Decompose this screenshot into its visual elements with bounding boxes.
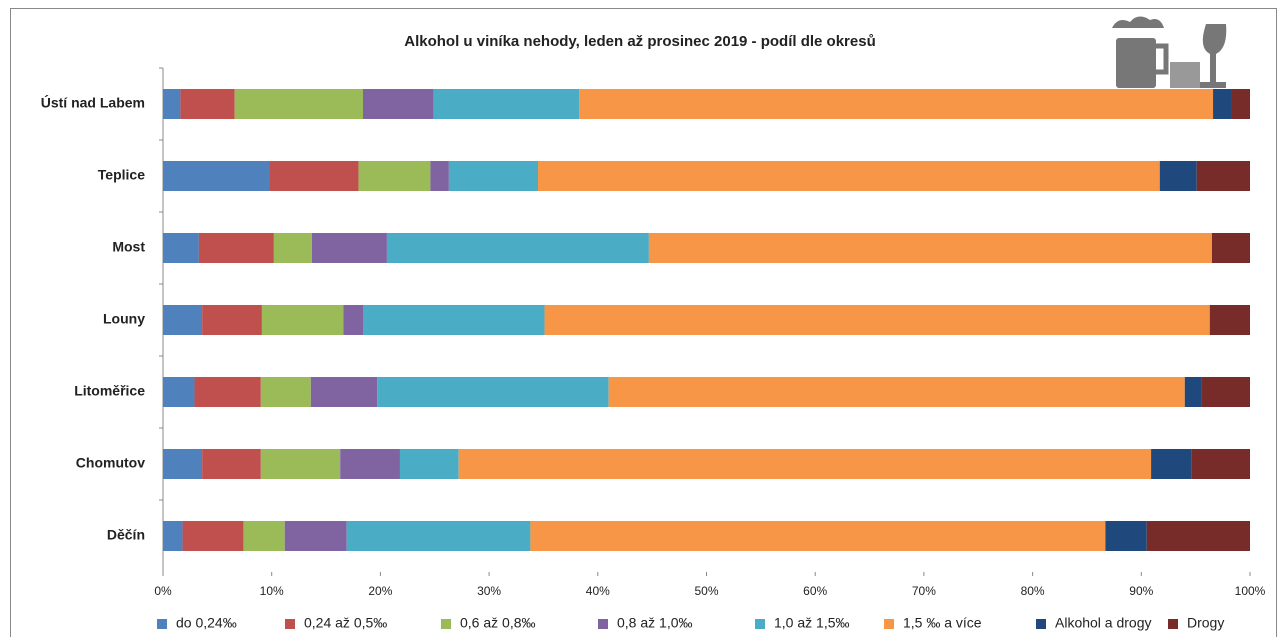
bar-segment (544, 305, 1210, 335)
x-tick-label: 80% (1021, 584, 1045, 598)
bar-segment (433, 89, 580, 119)
legend-swatch (1036, 619, 1046, 629)
bar-segment (202, 449, 261, 479)
y-tick-label: Teplice (98, 167, 145, 183)
x-tick-label: 50% (694, 584, 718, 598)
y-tick-label: Louny (103, 311, 145, 327)
y-tick-label: Chomutov (76, 455, 145, 471)
y-tick-label: Litoměřice (74, 383, 145, 399)
bar-segment (1196, 161, 1250, 191)
bar-segment (163, 305, 203, 335)
x-tick-label: 10% (260, 584, 284, 598)
x-tick-label: 40% (586, 584, 610, 598)
bar-segment (608, 377, 1185, 407)
legend-swatch (598, 619, 608, 629)
bar-segment (363, 305, 545, 335)
bar-segment (1159, 161, 1197, 191)
bar-segment (358, 161, 431, 191)
legend-swatch (285, 619, 295, 629)
bar-segment (234, 89, 364, 119)
legend-swatch (1168, 619, 1178, 629)
bar-segment (1209, 305, 1250, 335)
bar-segment (182, 521, 244, 551)
legend-swatch (441, 619, 451, 629)
bar-segment (163, 161, 270, 191)
bar-segment (1146, 521, 1250, 551)
bar-segment (198, 233, 274, 263)
bar-segment (243, 521, 285, 551)
bar-segment (1201, 377, 1250, 407)
legend-label: 0,6 až 0,8‰ (460, 615, 536, 631)
bar-segment (1191, 449, 1250, 479)
x-tick-label: 60% (803, 584, 827, 598)
bar-segment (530, 521, 1106, 551)
bar-segment (311, 233, 387, 263)
bar-segment (1211, 233, 1250, 263)
bar-segment (1213, 89, 1232, 119)
bar-segment (346, 521, 531, 551)
legend-label: Alkohol a drogy (1055, 615, 1152, 631)
drinks-icon (1112, 16, 1227, 88)
bar-segment (648, 233, 1212, 263)
bar-segment (1231, 89, 1250, 119)
legend-label: 1,0 až 1,5‰ (774, 615, 850, 631)
chart-frame (10, 8, 1277, 637)
bar-segment (194, 377, 261, 407)
x-tick-label: 90% (1129, 584, 1153, 598)
bar-segment (260, 377, 311, 407)
bar-segment (269, 161, 359, 191)
bar-segment (399, 449, 459, 479)
x-tick-label: 70% (912, 584, 936, 598)
legend-label: Drogy (1187, 615, 1224, 631)
bar-segment (180, 89, 235, 119)
y-tick-label: Most (112, 239, 145, 255)
bar-segment (260, 449, 341, 479)
bar-segment (261, 305, 344, 335)
bar-segment (377, 377, 609, 407)
bar-segment (340, 449, 400, 479)
bar-segment (163, 449, 203, 479)
y-tick-label: Ústí nad Labem (41, 94, 145, 111)
bar-segment (310, 377, 378, 407)
legend-swatch (884, 619, 894, 629)
bar-segment (273, 233, 312, 263)
legend-swatch (157, 619, 167, 629)
x-tick-label: 30% (477, 584, 501, 598)
legend-swatch (755, 619, 765, 629)
bar-segment (163, 233, 199, 263)
legend-label: do 0,24‰ (176, 615, 237, 631)
bar-segment (163, 89, 181, 119)
bar-segment (538, 161, 1160, 191)
x-tick-label: 0% (154, 584, 172, 598)
chart-title: Alkohol u viníka nehody, leden až prosin… (404, 33, 876, 50)
legend-label: 0,24 až 0,5‰ (304, 615, 387, 631)
bar-segment (448, 161, 539, 191)
bar-segment (1184, 377, 1202, 407)
bar-segment (202, 305, 262, 335)
bar-segment (343, 305, 364, 335)
bar-segment (386, 233, 649, 263)
bar-segment (163, 521, 183, 551)
legend-label: 0,8 až 1,0‰ (617, 615, 693, 631)
y-tick-label: Děčín (107, 527, 145, 543)
bar-segment (163, 377, 195, 407)
bar-segment (430, 161, 449, 191)
bar-segment (579, 89, 1214, 119)
x-tick-label: 20% (368, 584, 392, 598)
x-tick-label: 100% (1235, 584, 1266, 598)
bar-segment (284, 521, 347, 551)
bar-segment (1151, 449, 1192, 479)
legend-label: 1,5 ‰ a více (903, 615, 982, 631)
bar-segment (458, 449, 1152, 479)
bar-segment (363, 89, 434, 119)
bar-segment (1105, 521, 1147, 551)
